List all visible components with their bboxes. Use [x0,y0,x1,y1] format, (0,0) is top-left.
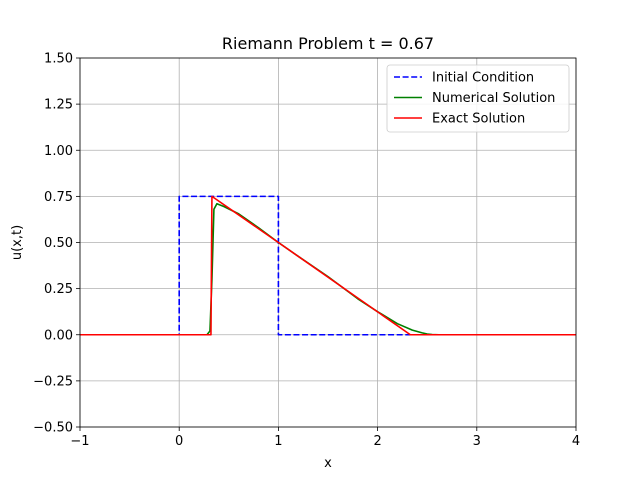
x-tick-label: 2 [373,434,381,449]
y-tick-label: 1.00 [44,144,73,159]
legend-label: Initial Condition [432,71,534,86]
x-tick-label: 4 [572,434,580,449]
y-tick-label: 0.25 [44,282,73,297]
series-layer [80,195,576,336]
x-tick-label: −1 [70,434,89,449]
y-tick-label: 1.25 [44,98,73,113]
ticks: −1 0 1 2 3 4 −0.50 −0.25 0.00 0.25 0.50 0.75 1.00 1.2… [33,52,580,450]
y-tick-label: 0.00 [44,328,73,343]
chart-title: Riemann Problem t = 0.67 [222,34,434,53]
y-axis-label: u(x,t) [10,225,25,260]
y-tick-label: 0.50 [44,236,73,251]
x-tick-label: 0 [175,434,183,449]
series-line-exact-solution [80,195,576,336]
y-tick-label: 1.50 [44,52,73,67]
y-tick-label: −0.50 [33,421,73,436]
legend-label: Exact Solution [432,112,525,127]
legend: Initial Condition Numerical Solution Exact… [386,64,570,133]
legend-label: Numerical Solution [432,91,555,106]
y-tick-label: 0.75 [44,190,73,205]
y-tick-label: −0.25 [33,374,73,389]
x-tick-label: 3 [473,434,481,449]
x-tick-label: 1 [274,434,282,449]
legend-box [386,64,570,133]
x-axis-label: x [324,456,332,471]
